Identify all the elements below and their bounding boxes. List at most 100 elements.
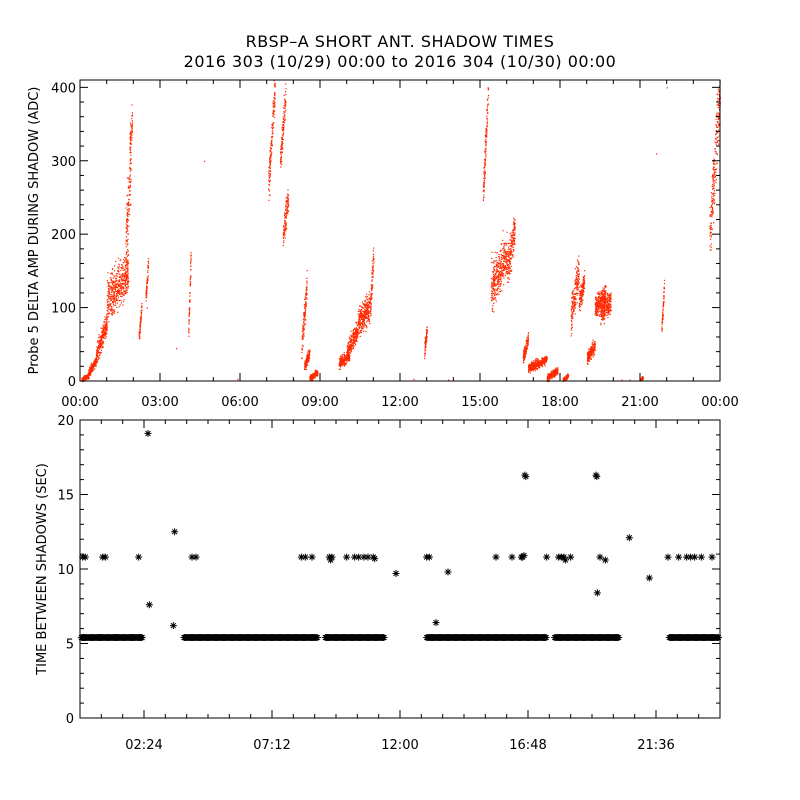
data-point	[575, 275, 577, 277]
data-point	[284, 101, 287, 103]
data-point	[281, 161, 283, 163]
top-points	[81, 80, 721, 383]
data-point	[484, 152, 486, 154]
data-point	[147, 275, 149, 277]
data-point	[125, 243, 127, 245]
data-point	[495, 270, 497, 272]
data-point	[127, 268, 129, 271]
data-point	[524, 356, 526, 358]
data-point	[88, 373, 90, 375]
data-point	[188, 331, 190, 334]
data-point	[499, 273, 501, 276]
data-point	[358, 321, 361, 323]
data-point	[492, 305, 494, 307]
data-point	[555, 370, 557, 372]
data-point	[284, 102, 286, 104]
data-point	[506, 251, 508, 253]
data-point	[121, 275, 123, 277]
data-point	[501, 263, 503, 265]
data-point	[102, 342, 104, 345]
data-point	[574, 296, 576, 298]
data-point	[510, 239, 512, 241]
data-point	[101, 336, 103, 338]
data-point	[307, 357, 309, 359]
data-point	[556, 370, 558, 372]
data-point	[98, 345, 100, 347]
data-point	[301, 358, 303, 360]
data-point	[113, 284, 115, 287]
data-point	[106, 325, 108, 327]
data-point	[537, 360, 539, 362]
data-point	[280, 148, 283, 150]
data-point	[366, 298, 368, 301]
data-point	[497, 276, 499, 278]
data-point	[545, 360, 547, 362]
data-point	[424, 355, 426, 357]
data-point	[501, 258, 503, 260]
data-point	[352, 330, 354, 332]
data-point	[117, 287, 119, 289]
data-point	[582, 279, 585, 281]
data-point	[346, 355, 349, 357]
data-point	[106, 332, 108, 334]
data-point	[106, 324, 108, 326]
data-point	[304, 298, 306, 300]
data-point	[116, 294, 118, 296]
data-point	[347, 354, 349, 356]
data-point	[122, 282, 125, 284]
data-point	[486, 106, 489, 108]
data-point	[189, 281, 191, 283]
data-point	[303, 335, 305, 337]
data-point	[96, 361, 98, 363]
data-point	[108, 288, 110, 290]
data-point	[501, 254, 503, 257]
data-point	[85, 374, 87, 377]
data-point	[122, 301, 124, 303]
data-point	[486, 120, 489, 122]
data-point	[526, 346, 528, 348]
data-point	[285, 197, 288, 199]
data-point	[283, 112, 285, 114]
data-point	[372, 250, 374, 252]
data-point	[111, 282, 114, 284]
data-point	[130, 152, 132, 154]
data-point	[495, 298, 497, 300]
data-point	[557, 373, 559, 375]
data-point	[110, 308, 112, 310]
data-point	[271, 136, 273, 138]
data-point	[274, 105, 276, 107]
data-point	[119, 290, 121, 292]
data-point	[530, 368, 532, 370]
data-point	[91, 369, 93, 371]
data-point	[508, 251, 510, 253]
data-point	[360, 327, 362, 329]
data-point	[576, 284, 578, 287]
data-point	[127, 213, 129, 215]
data-point	[301, 347, 303, 349]
data-point	[548, 377, 551, 379]
data-point	[274, 82, 276, 85]
data-point	[115, 290, 117, 293]
data-point	[351, 339, 353, 341]
data-point	[502, 273, 505, 275]
data-point	[124, 283, 126, 285]
data-point	[513, 219, 515, 221]
data-point	[577, 280, 579, 282]
data-point	[340, 356, 343, 358]
data-point	[108, 293, 111, 296]
data-point	[124, 290, 126, 293]
data-point	[272, 125, 274, 127]
data-point	[284, 111, 286, 113]
data-point	[490, 286, 492, 288]
data-point	[530, 367, 532, 369]
data-point	[490, 299, 492, 301]
data-point	[305, 301, 307, 303]
data-point	[579, 286, 581, 288]
data-point	[124, 282, 126, 284]
data-point	[350, 334, 352, 336]
data-point	[581, 285, 583, 287]
data-point	[364, 308, 366, 310]
data-point	[495, 276, 498, 279]
data-point	[146, 281, 148, 283]
data-point	[570, 310, 573, 312]
